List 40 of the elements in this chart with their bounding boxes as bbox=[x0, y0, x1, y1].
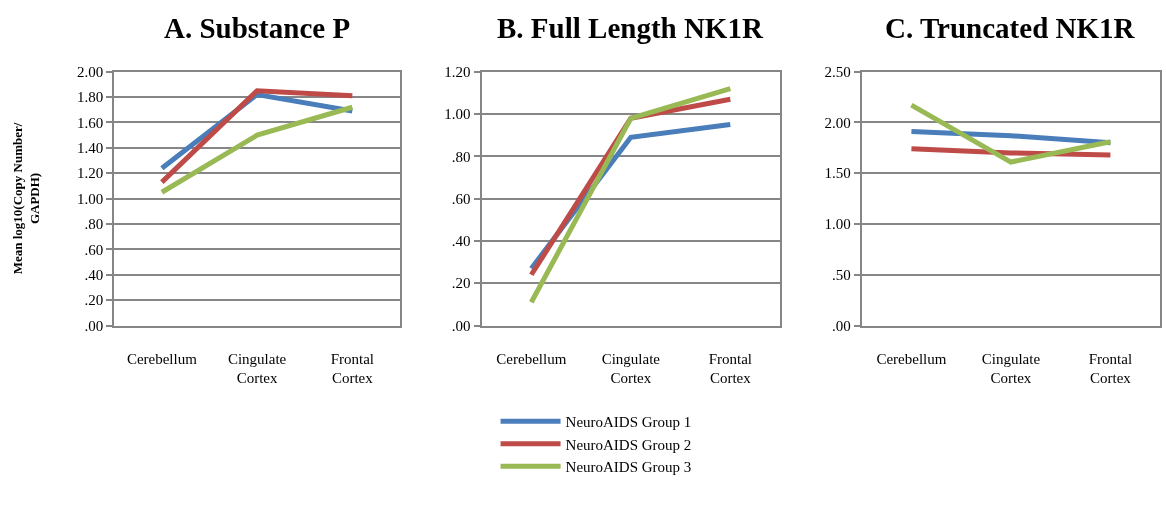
chart-title: B. Full Length NK1R bbox=[497, 12, 764, 44]
y-tick-label: 1.20 bbox=[444, 63, 471, 80]
chart-title: A. Substance P bbox=[164, 12, 351, 44]
y-tick-label: 1.40 bbox=[77, 140, 104, 157]
x-tick-label: Cingulate Cortex bbox=[227, 350, 287, 387]
y-tick-label: 1.80 bbox=[77, 89, 104, 106]
y-tick-label: .20 bbox=[451, 275, 471, 292]
y-tick-label: .50 bbox=[831, 267, 851, 284]
x-tick-label: Cingulate Cortex bbox=[601, 350, 661, 387]
y-tick-label: .20 bbox=[84, 292, 104, 309]
y-tick-label: 2.00 bbox=[77, 63, 104, 80]
y-tick-label: 2.50 bbox=[824, 63, 851, 80]
y-tick-label: 1.00 bbox=[824, 216, 851, 233]
x-tick-label: Cingulate Cortex bbox=[981, 350, 1041, 387]
y-tick-label: .40 bbox=[451, 233, 471, 250]
legend-label: NeuroAIDS Group 1 bbox=[565, 414, 692, 430]
y-tick-label: .40 bbox=[84, 267, 104, 284]
y-tick-label: .00 bbox=[84, 317, 104, 334]
x-tick-label: Frontal Cortex bbox=[330, 350, 374, 387]
y-tick-label: .00 bbox=[451, 317, 471, 334]
x-tick-label: Cerebellum bbox=[496, 350, 567, 367]
y-axis-title: Mean log10(Copy Number/ GAPDH) bbox=[10, 122, 42, 275]
y-tick-label: .80 bbox=[84, 216, 104, 233]
x-tick-label: Cerebellum bbox=[876, 350, 947, 367]
legend-label: NeuroAIDS Group 2 bbox=[565, 436, 692, 453]
chart-title: C. Truncated NK1R bbox=[885, 12, 1136, 44]
y-tick-label: .00 bbox=[831, 317, 851, 334]
x-tick-label: Cerebellum bbox=[126, 350, 198, 367]
y-tick-label: 1.20 bbox=[77, 165, 104, 182]
y-tick-label: .80 bbox=[451, 148, 471, 165]
y-tick-label: 2.00 bbox=[824, 114, 851, 131]
y-tick-label: .60 bbox=[84, 241, 104, 258]
x-tick-label: Frontal Cortex bbox=[708, 350, 752, 387]
legend-label: NeuroAIDS Group 3 bbox=[565, 459, 692, 475]
y-tick-label: 1.00 bbox=[444, 106, 471, 123]
y-tick-label: 1.50 bbox=[824, 165, 851, 182]
y-tick-label: 1.60 bbox=[77, 114, 104, 131]
y-tick-label: 1.00 bbox=[77, 190, 104, 207]
y-tick-label: .60 bbox=[451, 190, 471, 207]
x-tick-label: Frontal Cortex bbox=[1088, 350, 1133, 387]
